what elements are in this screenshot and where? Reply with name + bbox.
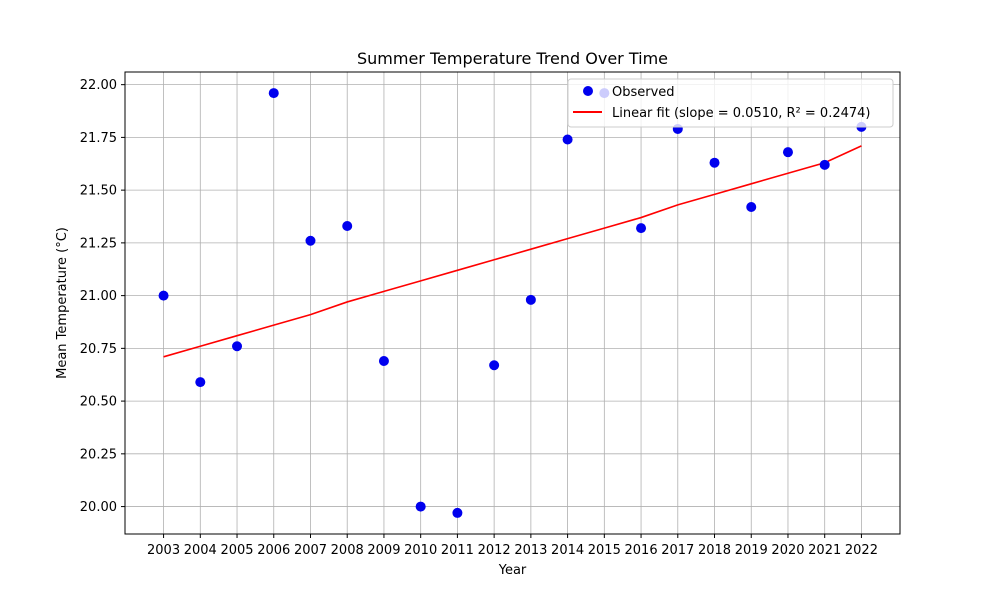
data-point	[415, 501, 426, 512]
data-point	[636, 223, 647, 234]
data-point	[342, 221, 353, 231]
y-tick-label: 20.50	[80, 395, 117, 410]
legend-box	[567, 78, 894, 128]
y-tick-label: 21.75	[80, 131, 117, 146]
x-tick-label: 2016	[625, 543, 658, 558]
fit-line	[163, 145, 862, 358]
x-tick-label: 2010	[404, 543, 437, 558]
fit-line-layer	[163, 145, 862, 358]
data-point	[268, 88, 279, 99]
x-tick-label: 2006	[257, 543, 290, 558]
y-tick-label: 22.00	[80, 78, 117, 93]
x-tick-label: 2003	[147, 543, 180, 558]
y-axis-ticks: 20.00 20.25 20.50 20.75 21.00 21.25 21.50 21.75…	[80, 78, 125, 515]
data-point	[819, 159, 830, 170]
x-axis-ticks: 2003 2004 2005 2006 2007 2008 2009 2010 2011 2012…	[147, 534, 878, 558]
plot-frame	[124, 71, 901, 535]
x-tick-label: 2013	[514, 543, 547, 558]
x-tick-label: 2022	[845, 543, 878, 558]
data-point	[746, 202, 757, 213]
data-point	[782, 147, 793, 158]
data-point	[158, 290, 169, 301]
x-tick-label: 2012	[478, 543, 511, 558]
y-tick-label: 21.25	[80, 236, 117, 251]
x-tick-label: 2020	[771, 543, 804, 558]
y-tick-label: 21.50	[80, 184, 117, 199]
data-point	[562, 134, 573, 145]
data-point	[489, 360, 500, 371]
x-tick-label: 2014	[551, 543, 584, 558]
legend-marker-observed	[583, 86, 593, 96]
data-point	[232, 341, 243, 352]
x-tick-label: 2004	[184, 543, 217, 558]
x-tick-label: 2017	[661, 543, 694, 558]
data-point	[378, 356, 389, 367]
x-axis-label: Year	[498, 563, 527, 578]
x-tick-label: 2008	[331, 543, 364, 558]
points-layer	[158, 88, 867, 518]
y-tick-label: 20.75	[80, 342, 117, 357]
x-tick-label: 2005	[220, 543, 253, 558]
data-point	[709, 157, 720, 168]
data-point	[195, 377, 206, 388]
y-axis-label: Mean Temperature (°C)	[55, 227, 70, 379]
y-tick-label: 20.00	[80, 500, 117, 515]
legend: Observed Linear fit (slope = 0.0510, R² …	[567, 78, 894, 128]
x-tick-label: 2011	[441, 543, 474, 558]
y-tick-label: 21.00	[80, 289, 117, 304]
data-point	[452, 507, 463, 518]
y-tick-label: 20.25	[80, 447, 117, 462]
x-tick-label: 2021	[808, 543, 841, 558]
data-point	[305, 235, 316, 246]
legend-label-observed: Observed	[612, 85, 675, 100]
data-point	[525, 294, 536, 305]
legend-label-fit: Linear fit (slope = 0.0510, R² = 0.2474)	[612, 106, 870, 121]
x-tick-label: 2007	[294, 543, 327, 558]
x-tick-label: 2019	[735, 543, 768, 558]
x-tick-label: 2018	[698, 543, 731, 558]
x-tick-label: 2015	[588, 543, 621, 558]
grid	[125, 72, 900, 534]
x-tick-label: 2009	[367, 543, 400, 558]
chart-title: Summer Temperature Trend Over Time	[357, 49, 668, 68]
